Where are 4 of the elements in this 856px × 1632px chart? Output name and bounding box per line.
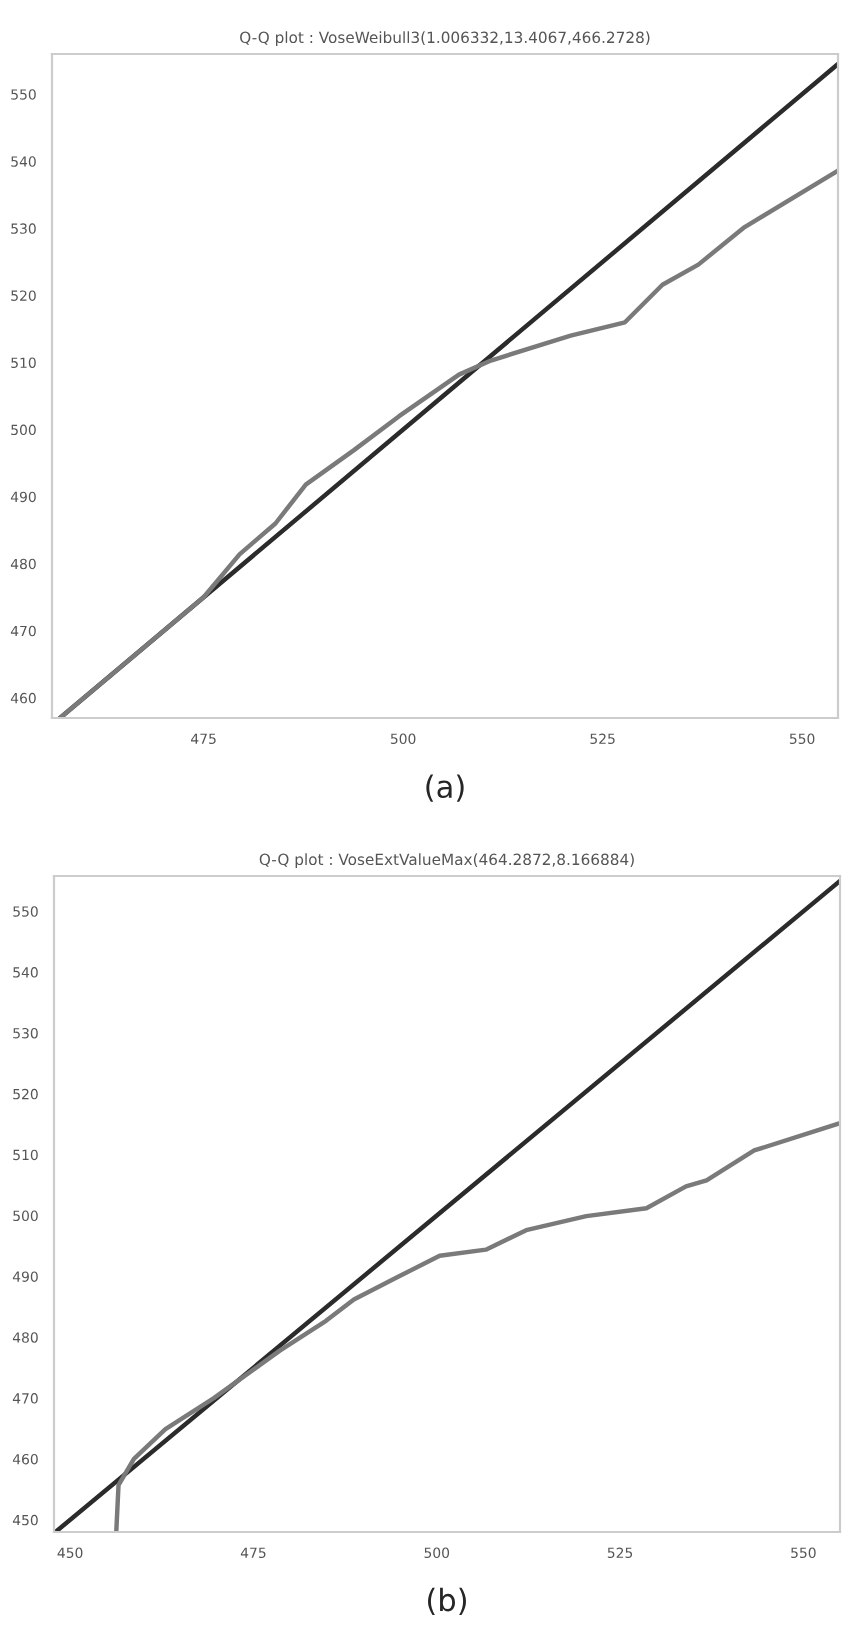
text: (b) [428, 1587, 466, 1616]
line-series [114, 1120, 840, 1532]
text: (a) [426, 774, 464, 802]
line-series [57, 168, 838, 718]
